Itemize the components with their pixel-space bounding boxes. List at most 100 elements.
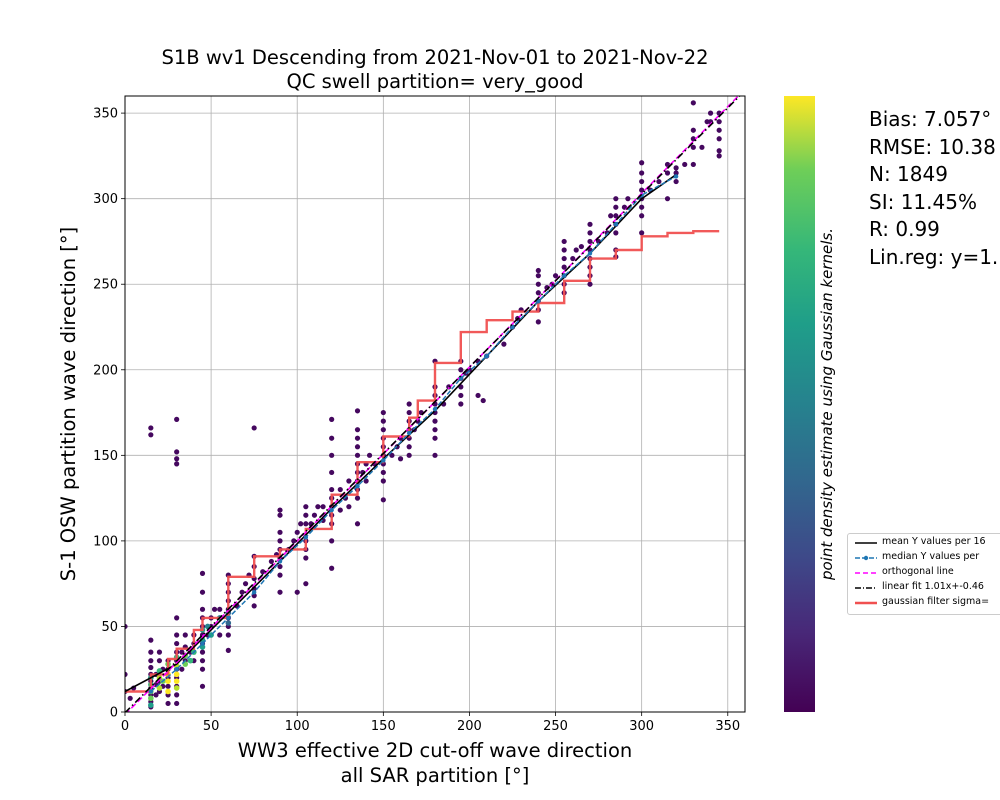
scatter-point: [432, 452, 438, 458]
chart-title-line1: S1B wv1 Descending from 2021-Nov-01 to 2…: [161, 46, 708, 69]
x-tick-label: 250: [543, 719, 568, 734]
scatter-point: [174, 632, 180, 638]
scatter-point: [329, 416, 335, 422]
scatter-point-dense: [156, 685, 163, 691]
scatter-point: [277, 538, 283, 544]
scatter-point: [298, 521, 304, 527]
median-marker: [432, 406, 438, 412]
scatter-point-dense: [148, 695, 154, 702]
scatter-point: [303, 521, 309, 527]
scatter-point-dense: [173, 671, 180, 678]
scatter-point: [397, 456, 404, 462]
y-tick-label: 0: [110, 706, 118, 721]
scatter-point: [303, 504, 309, 510]
x-tick-label: 200: [457, 719, 482, 734]
y-tick-label: 100: [93, 534, 118, 549]
median-marker: [381, 458, 386, 463]
scatter-point: [277, 512, 283, 518]
stat-bias: Bias: 7.057°: [869, 107, 992, 131]
scatter-point: [174, 461, 180, 467]
legend-label-mean: mean Y values per 16: [882, 536, 986, 547]
scatter-point: [432, 418, 438, 424]
scatter-point: [406, 409, 412, 416]
scatter-point: [639, 204, 645, 210]
x-axis-label-line1: WW3 effective 2D cut-off wave direction: [238, 739, 633, 762]
scatter-point: [570, 255, 576, 262]
scatter-point: [690, 100, 696, 106]
legend-swatch-gaussian: [855, 601, 877, 605]
scatter-point: [277, 529, 283, 535]
scatter-point: [535, 281, 541, 287]
scatter-point: [354, 521, 361, 527]
x-tick-label: 150: [371, 719, 396, 734]
scatter-point: [337, 507, 343, 513]
scatter-point: [639, 213, 645, 219]
scatter-point: [125, 623, 128, 630]
y-tick-label: 200: [93, 363, 118, 378]
legend-swatch-orthogonal: [855, 572, 877, 574]
scatter-point: [639, 178, 645, 185]
scatter-point: [380, 497, 386, 503]
orthogonal-line: [126, 96, 740, 712]
scatter-point: [315, 504, 321, 510]
scatter-point: [707, 110, 714, 116]
x-axis-ticks: 0 50 100 150 200 250 300 350: [121, 712, 740, 734]
scatter-point: [354, 444, 361, 450]
scatter-point: [501, 341, 507, 347]
scatter-point: [277, 572, 283, 578]
scatter-point: [291, 538, 297, 544]
scatter-point: [277, 563, 283, 570]
median-marker: [200, 641, 205, 646]
scatter-point: [277, 507, 283, 513]
scatter-point: [354, 435, 361, 441]
scatter-point: [174, 700, 180, 707]
scatter-point: [251, 425, 257, 431]
scatter-point: [406, 401, 412, 407]
scatter-point: [199, 606, 206, 612]
scatter-point: [613, 204, 619, 210]
scatter-point: [127, 695, 133, 701]
scatter-point: [561, 238, 567, 245]
scatter-point-dense: [148, 702, 154, 708]
scatter-point: [380, 409, 386, 416]
scatter-point-dense: [225, 620, 232, 626]
scatter-point: [690, 161, 696, 168]
legend-label-orthogonal: orthogonal line: [882, 566, 954, 577]
colorbar: [784, 96, 815, 712]
scatter-point: [337, 486, 343, 493]
median-marker: [251, 590, 257, 595]
scatter-point: [156, 658, 163, 664]
legend-swatch-median: [855, 555, 877, 561]
scatter-point: [716, 153, 722, 159]
scatter-point: [561, 255, 567, 262]
scatter-point: [148, 432, 154, 438]
scatter-point-dense: [165, 688, 171, 695]
scatter-point: [303, 581, 309, 587]
scatter-point: [639, 170, 645, 176]
scatter-point-dense: [173, 678, 180, 684]
scatter-point-dense: [199, 644, 206, 650]
scatter-point: [153, 692, 159, 698]
scatter-point: [179, 666, 185, 672]
y-axis-label: S-1 OSW partition wave direction [°]: [57, 227, 80, 581]
legend-label-gaussian: gaussian filter sigma=: [882, 596, 990, 607]
chart-legend: mean Y values per 16 median Y values per…: [847, 533, 1000, 615]
scatter-point: [690, 144, 696, 150]
scatter-point: [561, 264, 567, 270]
median-marker: [673, 174, 679, 179]
scatter-point: [225, 647, 231, 654]
x-tick-label: 100: [285, 719, 310, 734]
stats-panel: Bias: 7.057° RMSE: 10.38 N: 1849 SI: 11.…: [869, 106, 998, 272]
y-tick-label: 300: [93, 192, 118, 207]
scatter-point: [239, 589, 245, 595]
scatter-point: [587, 230, 593, 236]
scatter-point: [535, 273, 541, 279]
scatter-point: [561, 247, 567, 253]
scatter-point: [217, 606, 223, 612]
linear-fit-line: [125, 96, 741, 712]
y-tick-label: 50: [101, 620, 118, 635]
scatter-point: [578, 243, 584, 250]
scatter-point: [664, 170, 671, 176]
scatter-point: [613, 196, 619, 202]
